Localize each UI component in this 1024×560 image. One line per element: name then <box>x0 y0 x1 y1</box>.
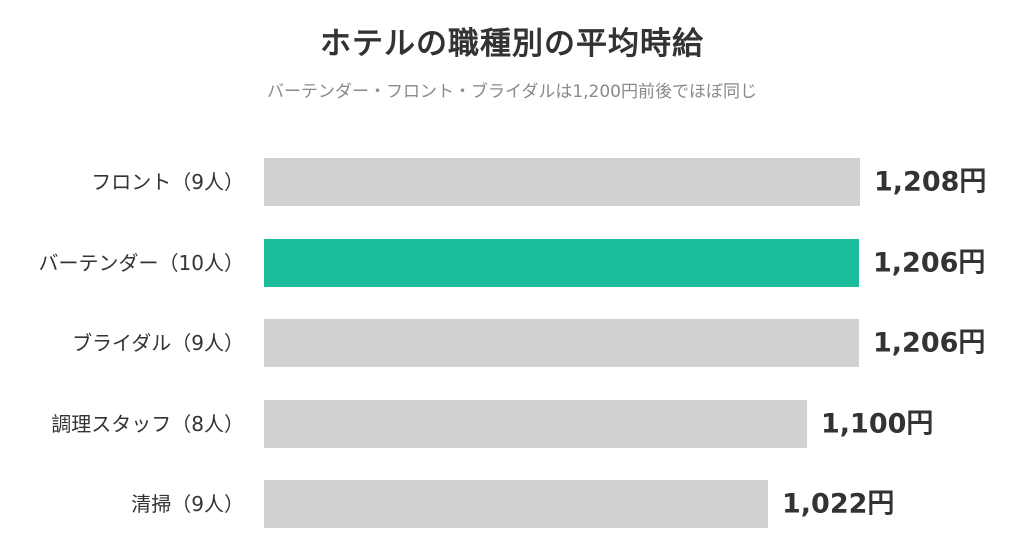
chart-title: ホテルの職種別の平均時給 <box>320 26 704 62</box>
bar-1 <box>264 239 859 287</box>
bar-0 <box>264 158 860 206</box>
value-label-3: 1,100円 <box>821 409 933 440</box>
value-label-2: 1,206円 <box>873 328 985 359</box>
value-label-1: 1,206円 <box>873 248 985 279</box>
category-label-4: 清掃（9人） <box>131 492 244 516</box>
bar-2 <box>264 319 859 367</box>
category-label-0: フロント（9人） <box>91 170 244 194</box>
bar-4 <box>264 480 768 528</box>
value-label-0: 1,208円 <box>874 167 986 198</box>
category-label-3: 調理スタッフ（8人） <box>51 412 244 436</box>
chart-subtitle: バーテンダー・フロント・ブライダルは1,200円前後でほぼ同じ <box>267 82 757 102</box>
value-label-4: 1,022円 <box>782 489 894 520</box>
category-label-1: バーテンダー（10人） <box>39 251 244 275</box>
category-label-2: ブライダル（9人） <box>72 331 244 355</box>
bar-3 <box>264 400 807 448</box>
